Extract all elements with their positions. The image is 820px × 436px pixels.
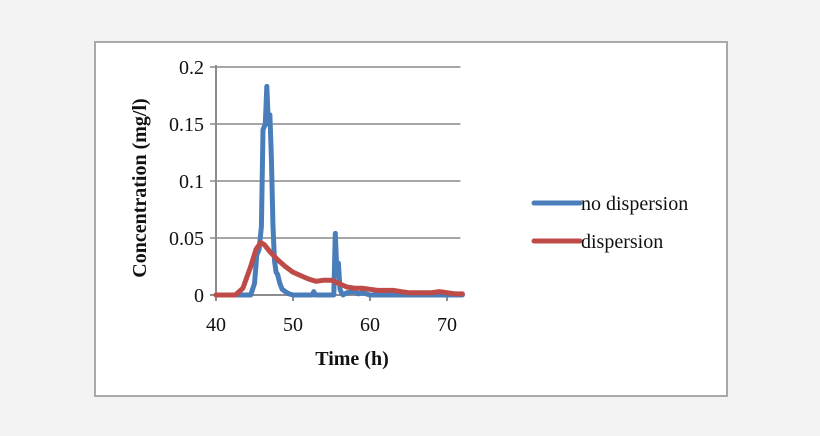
y-axis-ticks: 0 0.05 0.1 0.15 0.2 <box>169 57 204 307</box>
y-tick-label: 0 <box>194 285 204 307</box>
chart-frame: 0 0.05 0.1 0.15 0.2 40 50 60 70 Concentration (… <box>94 41 728 397</box>
gridlines <box>210 66 461 296</box>
x-axis-ticks: 40 50 60 70 <box>206 314 457 336</box>
legend: no dispersion dispersion <box>531 193 688 253</box>
x-tick-label: 40 <box>206 314 226 336</box>
legend-label-dispersion: dispersion <box>581 231 663 253</box>
legend-item-dispersion: dispersion <box>531 231 663 253</box>
x-tick-label: 50 <box>283 314 303 336</box>
series-line-dispersion <box>213 240 465 298</box>
y-tick-label: 0.05 <box>169 228 204 250</box>
y-tick-label: 0.15 <box>169 114 204 136</box>
y-axis-title: Concentration (mg/l) <box>129 98 151 277</box>
y-tick-label: 0.2 <box>179 57 204 79</box>
x-tick-label: 60 <box>360 314 380 336</box>
x-axis-title: Time (h) <box>315 348 389 370</box>
x-tick-label: 70 <box>437 314 457 336</box>
series-line-no-dispersion <box>213 83 465 298</box>
legend-label-no-dispersion: no dispersion <box>581 193 688 215</box>
legend-item-no-dispersion: no dispersion <box>531 193 688 215</box>
y-tick-label: 0.1 <box>179 171 204 193</box>
line-chart: 0 0.05 0.1 0.15 0.2 40 50 60 70 Concentration (… <box>129 57 688 370</box>
data-series <box>213 83 465 298</box>
